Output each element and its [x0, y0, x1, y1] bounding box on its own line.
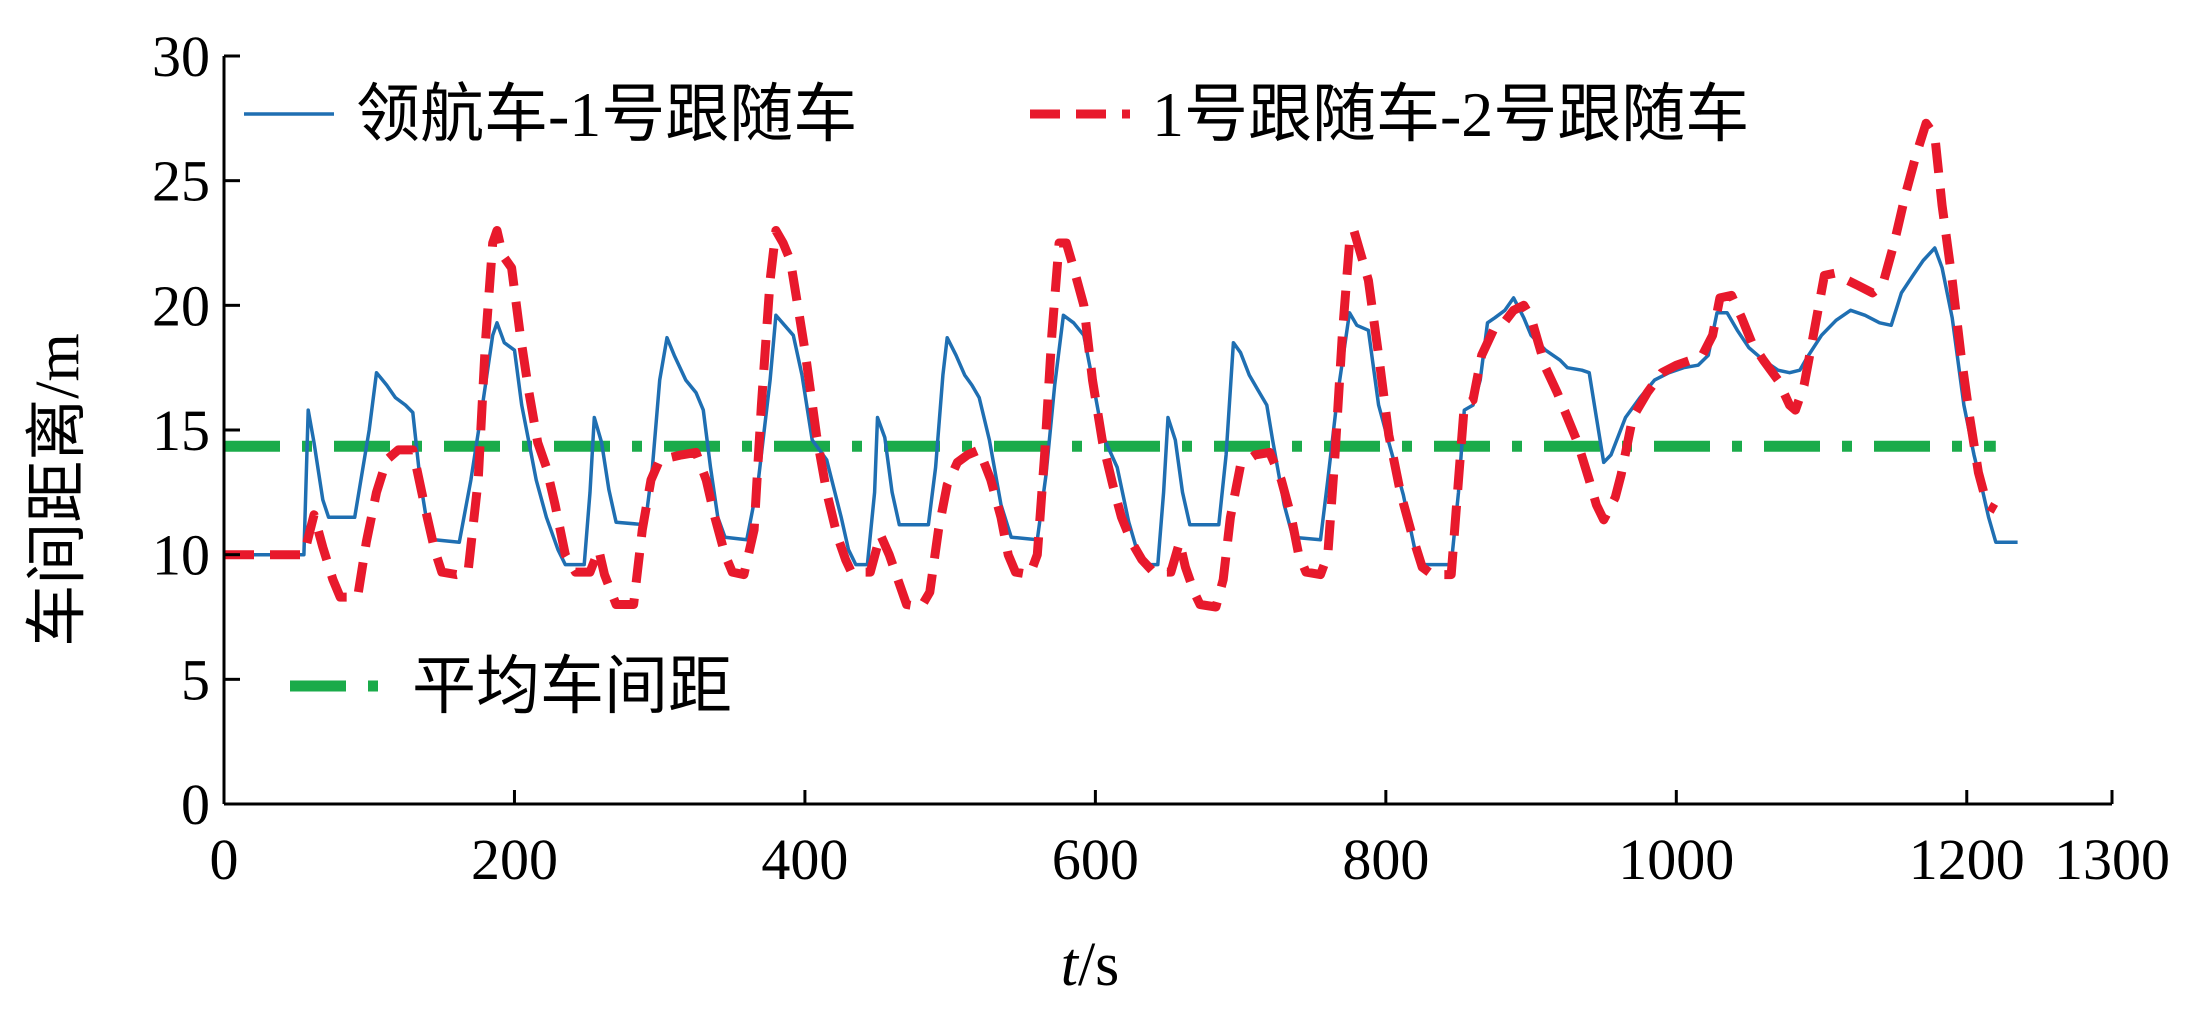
y-tick-label: 0 [181, 772, 210, 837]
y-tick-label: 10 [152, 523, 210, 588]
series-line-2 [224, 118, 1999, 612]
x-tick-label: 0 [210, 827, 239, 892]
series-layer [224, 118, 2018, 612]
x-axis-title: t/s [1061, 931, 1120, 999]
x-axis-title-unit: /s [1078, 931, 1119, 999]
series-line-1 [224, 246, 2018, 567]
axes [222, 54, 2114, 806]
y-tick-label: 20 [152, 273, 210, 338]
x-tick-label: 200 [471, 827, 558, 892]
y-tick-label: 30 [152, 24, 210, 89]
x-tick-label: 600 [1052, 827, 1139, 892]
x-tick-label: 800 [1342, 827, 1429, 892]
y-tick-label: 25 [152, 149, 210, 214]
x-tick-label: 400 [761, 827, 848, 892]
y-tick-label: 5 [181, 647, 210, 712]
legend-entry-2-label: 1号跟随车-2号跟随车 [1152, 79, 1749, 150]
legend-entry-1-label: 领航车-1号跟随车 [356, 79, 857, 150]
x-tick-label: 1200 [1909, 827, 2025, 892]
x-tick-label: 1300 [2054, 827, 2170, 892]
y-tick-label: 15 [152, 398, 210, 463]
y-axis-title: 车间距离/m [24, 333, 92, 646]
tick-labels: 0 200 400 600 800 1000 1200 1300 0 5 10 15 20 25 30 [152, 24, 2170, 892]
x-axis-title-variable: t [1061, 931, 1080, 999]
x-tick-label: 1000 [1618, 827, 1734, 892]
legend-entry-3-label: 平均车间距 [412, 651, 732, 722]
